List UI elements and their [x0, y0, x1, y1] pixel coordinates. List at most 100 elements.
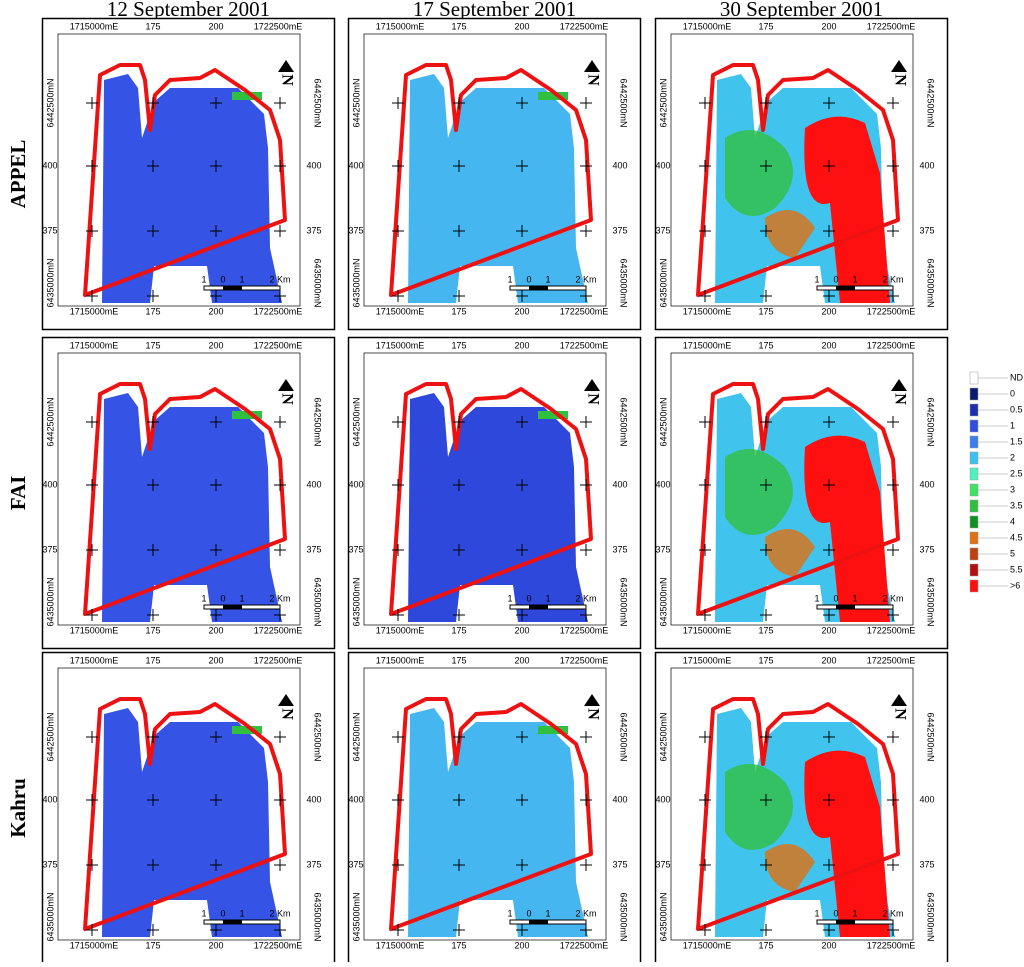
legend-swatch	[969, 387, 979, 401]
x-label: 1722500mE	[254, 340, 303, 350]
scale-label: 0	[220, 908, 225, 918]
y-label: 6442500mN	[45, 78, 55, 127]
grid-cross	[147, 290, 159, 302]
scale-bar-seg	[223, 920, 242, 924]
grid-cross	[274, 290, 286, 302]
y-label: 375	[655, 544, 670, 554]
north-n: N	[891, 708, 908, 720]
scale-bar-seg	[836, 605, 855, 609]
grid-cross	[823, 479, 835, 491]
grid-cross	[887, 924, 899, 936]
y-label: 6435000mN	[45, 258, 55, 307]
x-label: 200	[821, 655, 836, 665]
x-label: 200	[208, 21, 223, 31]
x-label: 1715000mE	[683, 940, 732, 950]
x-label: 1722500mE	[560, 655, 609, 665]
legend-label: 2	[1010, 452, 1015, 462]
x-label: 200	[208, 340, 223, 350]
y-label: 375	[306, 859, 321, 869]
y-label: 400	[612, 794, 627, 804]
scale-label: 1	[852, 593, 857, 603]
x-label: 1722500mE	[867, 306, 916, 316]
column-title: 30 September 2001	[720, 0, 883, 21]
x-label: 200	[514, 21, 529, 31]
y-label: 400	[655, 160, 670, 170]
high-patch	[725, 764, 793, 850]
x-label: 1715000mE	[70, 21, 119, 31]
edge-cells	[538, 726, 568, 734]
north-n: N	[891, 393, 908, 405]
row-title: Kahru	[6, 778, 30, 838]
legend-label: 1	[1010, 420, 1015, 430]
boundary	[389, 697, 593, 931]
legend-swatch	[969, 435, 979, 449]
edge-cells	[232, 411, 262, 419]
grid-cross	[516, 97, 528, 109]
grid-cross	[453, 160, 465, 172]
scale-label: 1	[814, 274, 819, 284]
scale-label: 1	[507, 274, 512, 284]
y-label: 375	[612, 225, 627, 235]
y-label: 6442500mN	[313, 78, 323, 127]
grid-cross	[210, 731, 222, 743]
legend-label: 3	[1010, 484, 1015, 494]
y-label: 6442500mN	[351, 397, 361, 446]
y-label: 400	[919, 479, 934, 489]
grid-cross	[516, 924, 528, 936]
x-label: 1715000mE	[70, 306, 119, 316]
x-label: 200	[514, 340, 529, 350]
grid-cross	[580, 731, 592, 743]
grid-cross	[760, 859, 772, 871]
x-label: 175	[758, 306, 773, 316]
grid-cross	[516, 160, 528, 172]
map-frame	[363, 33, 607, 307]
grid-cross	[823, 290, 835, 302]
y-label: 400	[655, 479, 670, 489]
x-label: 200	[208, 655, 223, 665]
grid-cross	[580, 609, 592, 621]
scale-bar-seg	[836, 920, 855, 924]
grid-cross	[823, 544, 835, 556]
grid-cross	[210, 416, 222, 428]
y-label: 400	[348, 479, 363, 489]
scale-label: 1	[239, 908, 244, 918]
edge-cells	[232, 92, 262, 100]
grid-cross	[887, 794, 899, 806]
scale-label: 0	[833, 274, 838, 284]
map-panel: 1715000mE 1715000mE 175 175 200 200 1722500mE 1…	[347, 336, 642, 650]
x-label: 175	[145, 306, 160, 316]
grid-cross	[274, 225, 286, 237]
grid-cross	[823, 924, 835, 936]
y-label: 6435000mN	[351, 258, 361, 307]
x-label: 1715000mE	[376, 21, 425, 31]
scale-label: 1	[545, 274, 550, 284]
scale-label: 2 Km	[882, 908, 903, 918]
grid-cross	[86, 479, 98, 491]
grid-cross	[210, 544, 222, 556]
scale-label: 1	[201, 593, 206, 603]
edge-cells	[538, 411, 568, 419]
x-label: 175	[758, 625, 773, 635]
north-n: N	[584, 74, 601, 86]
x-label: 175	[451, 306, 466, 316]
y-label: 6442500mN	[926, 78, 936, 127]
legend-label: 5.5	[1010, 564, 1023, 574]
grid-cross	[580, 160, 592, 172]
grid-cross	[580, 225, 592, 237]
grid-cross	[823, 160, 835, 172]
scale-bar-seg	[836, 286, 855, 290]
legend-swatch	[969, 483, 979, 497]
grid-cross	[147, 544, 159, 556]
grid-cross	[147, 416, 159, 428]
grid-cross	[392, 859, 404, 871]
y-label: 6442500mN	[658, 397, 668, 446]
x-label: 175	[145, 655, 160, 665]
y-label: 400	[42, 794, 57, 804]
map-fill	[408, 708, 588, 937]
scale-label: 2 Km	[269, 274, 290, 284]
grid-cross	[453, 290, 465, 302]
scale-label: 0	[833, 908, 838, 918]
scale-bar-seg	[223, 605, 242, 609]
scale-label: 0	[220, 274, 225, 284]
north-n: N	[584, 393, 601, 405]
